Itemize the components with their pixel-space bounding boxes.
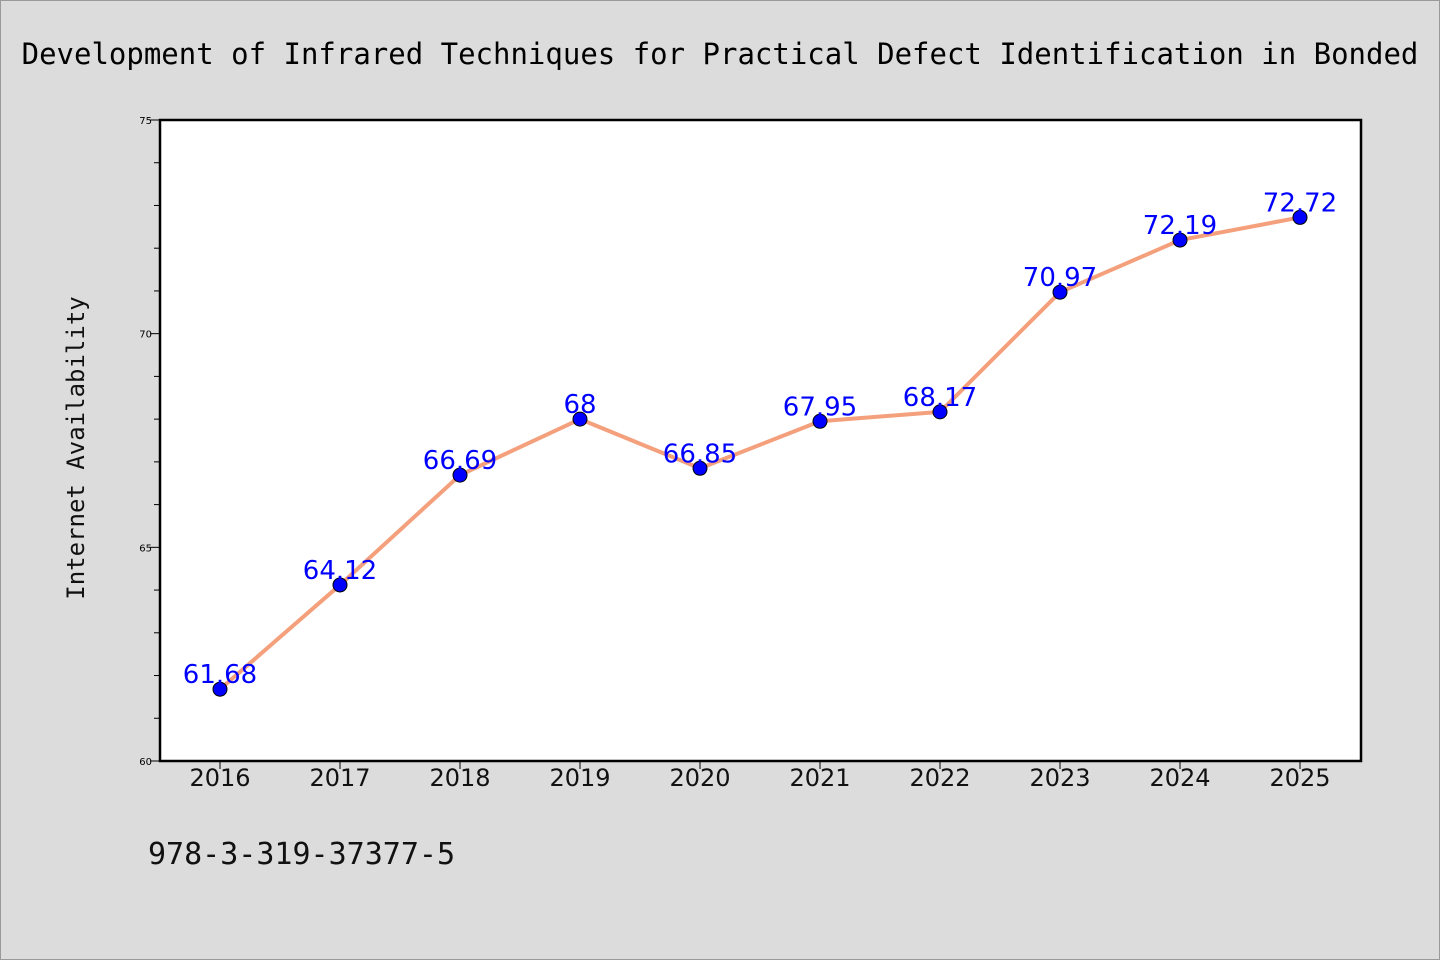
series-line — [218, 215, 1302, 692]
data-markers — [212, 209, 1308, 697]
data-point — [572, 411, 588, 427]
data-label: 66.85 — [663, 439, 737, 469]
data-point — [692, 460, 708, 476]
x-tick-label: 2021 — [789, 764, 850, 792]
data-point — [332, 577, 348, 593]
footer-isbn: 978-3-319-37377-5 — [148, 837, 455, 872]
data-point — [1172, 232, 1188, 248]
y-tick-label: 60 — [139, 757, 152, 768]
x-tick-label: 2018 — [429, 764, 490, 792]
x-tick-label: 2024 — [1149, 764, 1210, 792]
data-point — [1292, 209, 1308, 225]
data-label: 68 — [563, 390, 596, 420]
y-axis: 60 65 70 75 — [139, 116, 160, 768]
x-tick-label: 2019 — [549, 764, 610, 792]
data-point — [812, 413, 828, 429]
data-label: 70.97 — [1023, 263, 1097, 293]
y-tick-label: 70 — [139, 330, 152, 341]
plot-area — [158, 118, 1363, 763]
x-tick-label: 2020 — [669, 764, 730, 792]
data-label: 61.68 — [183, 660, 257, 690]
x-tick-label: 2023 — [1029, 764, 1090, 792]
data-label: 66.69 — [423, 446, 497, 476]
data-point — [932, 404, 948, 420]
data-point — [1052, 284, 1068, 300]
y-axis-label: Internet Availability — [62, 296, 90, 599]
data-point — [452, 467, 468, 483]
data-label: 67.95 — [783, 392, 857, 422]
x-axis: 2016 2017 2018 2019 2020 2021 2022 2023 2024 2025 — [189, 761, 1331, 792]
data-label: 72.72 — [1263, 188, 1337, 218]
x-tick-label: 2022 — [909, 764, 970, 792]
x-tick-label: 2016 — [189, 764, 250, 792]
data-labels: 61.68 64.12 66.69 68 66.85 67.95 68.17 70.97 72.… — [183, 188, 1337, 690]
y-tick-label: 75 — [139, 116, 152, 127]
data-label: 64.12 — [303, 556, 377, 586]
x-tick-label: 2025 — [1269, 764, 1330, 792]
data-point — [212, 681, 228, 697]
data-label: 72.19 — [1143, 211, 1217, 241]
y-tick-label: 65 — [139, 543, 152, 554]
x-tick-label: 2017 — [309, 764, 370, 792]
chart-title: Development of Infrared Techniques for P… — [22, 37, 1419, 71]
data-label: 68.17 — [903, 383, 977, 413]
